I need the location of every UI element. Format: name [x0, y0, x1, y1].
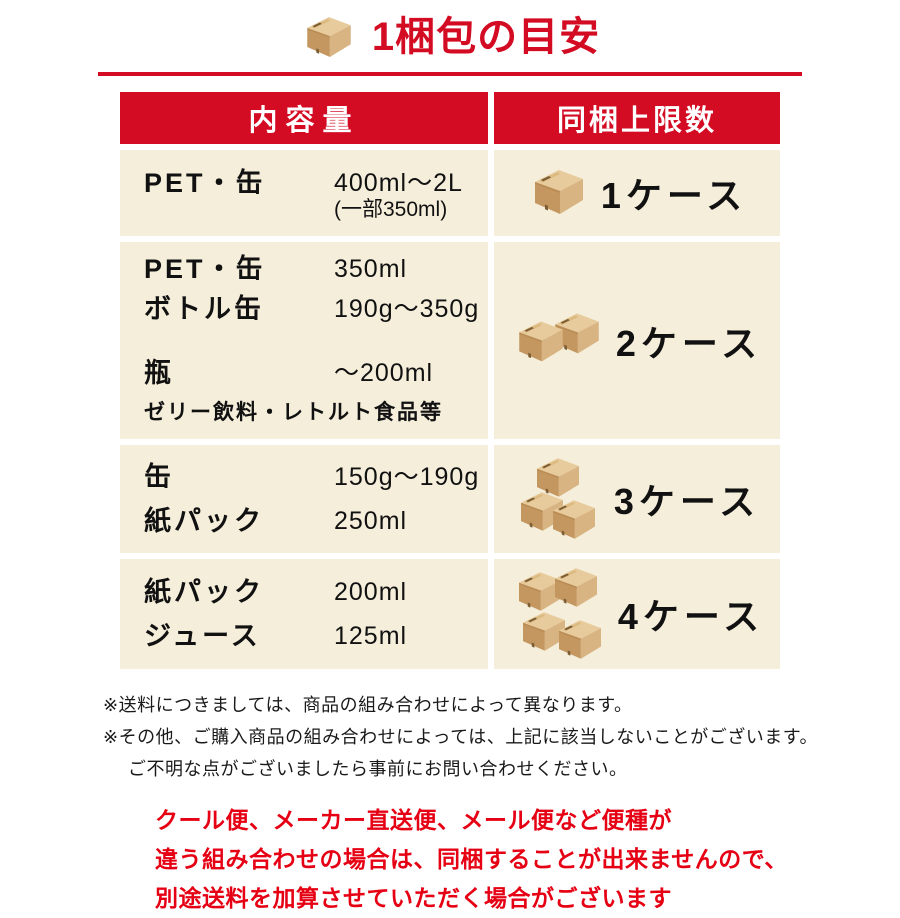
contents-cell: PET・缶 400ml〜2L (一部350ml) — [120, 150, 488, 236]
warning-line: クール便、メーカー直送便、メール便など便種が — [155, 807, 672, 833]
content-item: 缶 150g〜190g — [144, 455, 482, 499]
title-section: 1梱包の目安 — [0, 0, 900, 66]
content-item: 紙パック 200ml — [144, 570, 482, 614]
notes-section: ※送料につきましては、商品の組み合わせによって異なります。 ※その他、ご購入商品… — [103, 689, 900, 785]
cardboard-box-icon — [554, 568, 597, 607]
content-value: 350ml — [334, 249, 407, 289]
content-label: PET・缶 — [144, 168, 266, 198]
cardboard-box-icon — [534, 170, 583, 214]
warning-line: 違う組み合わせの場合は、同梱することが出来ませんので、 — [155, 846, 788, 872]
case-count-label: 2ケース — [615, 322, 763, 364]
table-row: 缶 150g〜190g 紙パック 250ml 3ケース — [120, 445, 780, 553]
case-count-label: 3ケース — [613, 481, 761, 522]
content-value: 190g〜350g — [334, 289, 479, 329]
case-boxes — [512, 308, 608, 374]
case-boxes — [527, 164, 593, 222]
note-line: ※その他、ご購入商品の組み合わせによっては、上記に該当しないことがございます。 — [103, 727, 818, 747]
content-item: ゼリー飲料・レトルト食品等 — [144, 393, 482, 433]
case-count-label: 1ケース — [600, 175, 748, 216]
content-value-text: 200ml — [334, 578, 408, 606]
warning-line: 別途送料を加算させていただく場合がございます — [155, 885, 672, 911]
content-value-text: 〜200ml — [334, 358, 434, 387]
contents-cell: 紙パック 200ml ジュース 125ml — [120, 559, 488, 669]
table-row: PET・缶 400ml〜2L (一部350ml) 1ケース — [120, 150, 780, 236]
cardboard-box-icon — [552, 500, 595, 539]
content-value-text: 125ml — [334, 622, 408, 650]
case-count-label: 4ケース — [617, 596, 765, 637]
content-value: 125ml — [334, 614, 407, 658]
content-value: 150g〜190g — [334, 455, 479, 499]
content-item: PET・缶 400ml〜2L (一部350ml) — [144, 163, 482, 223]
content-item: PET・缶 350ml — [144, 249, 482, 289]
header-bundle-limit: 同梱上限数 — [494, 92, 780, 144]
note-line: ご不明な点がございましたら事前にお問い合わせください。 — [128, 759, 628, 779]
table-body: PET・缶 400ml〜2L (一部350ml) 1ケース PET・缶 350ml ボトル… — [120, 150, 780, 669]
content-label: 紙パック — [144, 577, 264, 607]
header-contents: 内容量 — [120, 92, 488, 144]
cardboard-box-icon — [555, 312, 599, 353]
note-line: ※送料につきましては、商品の組み合わせによって異なります。 — [103, 695, 633, 715]
table-row: PET・缶 350ml ボトル缶 190g〜350g 瓶 〜200ml ゼリー飲料・レトルト… — [120, 242, 780, 439]
content-label: ボトル缶 — [144, 293, 264, 324]
content-label: 瓶 — [144, 357, 174, 388]
cardboard-box-icon — [519, 320, 563, 361]
content-value: 〜200ml — [334, 353, 433, 393]
case-boxes — [514, 453, 606, 545]
content-label: PET・缶 — [144, 253, 266, 284]
content-value-note: (一部350ml) — [334, 198, 448, 221]
limit-cell: 1ケース — [494, 150, 780, 236]
content-value-text: 400ml〜2L — [334, 169, 463, 197]
content-item: 瓶 〜200ml — [144, 353, 482, 393]
content-item: ジュース 125ml — [144, 614, 482, 658]
content-value: 200ml — [334, 570, 407, 614]
title-divider — [98, 72, 802, 76]
content-item: 紙パック 250ml — [144, 499, 482, 543]
content-value-text: 350ml — [334, 254, 408, 283]
cardboard-box-icon — [520, 492, 563, 531]
content-value: 400ml〜2L (一部350ml) — [334, 163, 463, 223]
table-row: 紙パック 200ml ジュース 125ml 4ケース — [120, 559, 780, 669]
content-label: ゼリー飲料・レトルト食品等 — [144, 400, 443, 424]
content-label: ジュース — [144, 621, 261, 651]
cardboard-box-icon — [307, 17, 351, 57]
limit-cell: 4ケース — [494, 559, 780, 669]
package-table: 内容量 同梱上限数 PET・缶 400ml〜2L (一部350ml) 1ケース PET… — [120, 92, 780, 669]
cardboard-box-icon — [558, 620, 601, 659]
limit-cell: 3ケース — [494, 445, 780, 553]
limit-cell: 2ケース — [494, 242, 780, 439]
content-value-text: 190g〜350g — [334, 294, 480, 323]
contents-cell: 缶 150g〜190g 紙パック 250ml — [120, 445, 488, 553]
content-value-text: 250ml — [334, 507, 408, 535]
content-value: 250ml — [334, 499, 407, 543]
cardboard-box-icon — [536, 458, 579, 497]
content-item: ボトル缶 190g〜350g — [144, 289, 482, 329]
page-title: 1梱包の目安 — [371, 15, 601, 59]
cardboard-box-icon — [522, 612, 565, 651]
table-header-row: 内容量 同梱上限数 — [120, 92, 780, 144]
content-value-text: 150g〜190g — [334, 463, 480, 491]
content-label: 紙パック — [144, 506, 264, 536]
case-boxes — [510, 563, 610, 665]
warning-section: クール便、メーカー直送便、メール便など便種が 違う組み合わせの場合は、同梱するこ… — [155, 801, 900, 918]
contents-cell: PET・缶 350ml ボトル缶 190g〜350g 瓶 〜200ml ゼリー飲料・レトルト… — [120, 242, 488, 439]
content-label: 缶 — [144, 462, 174, 492]
